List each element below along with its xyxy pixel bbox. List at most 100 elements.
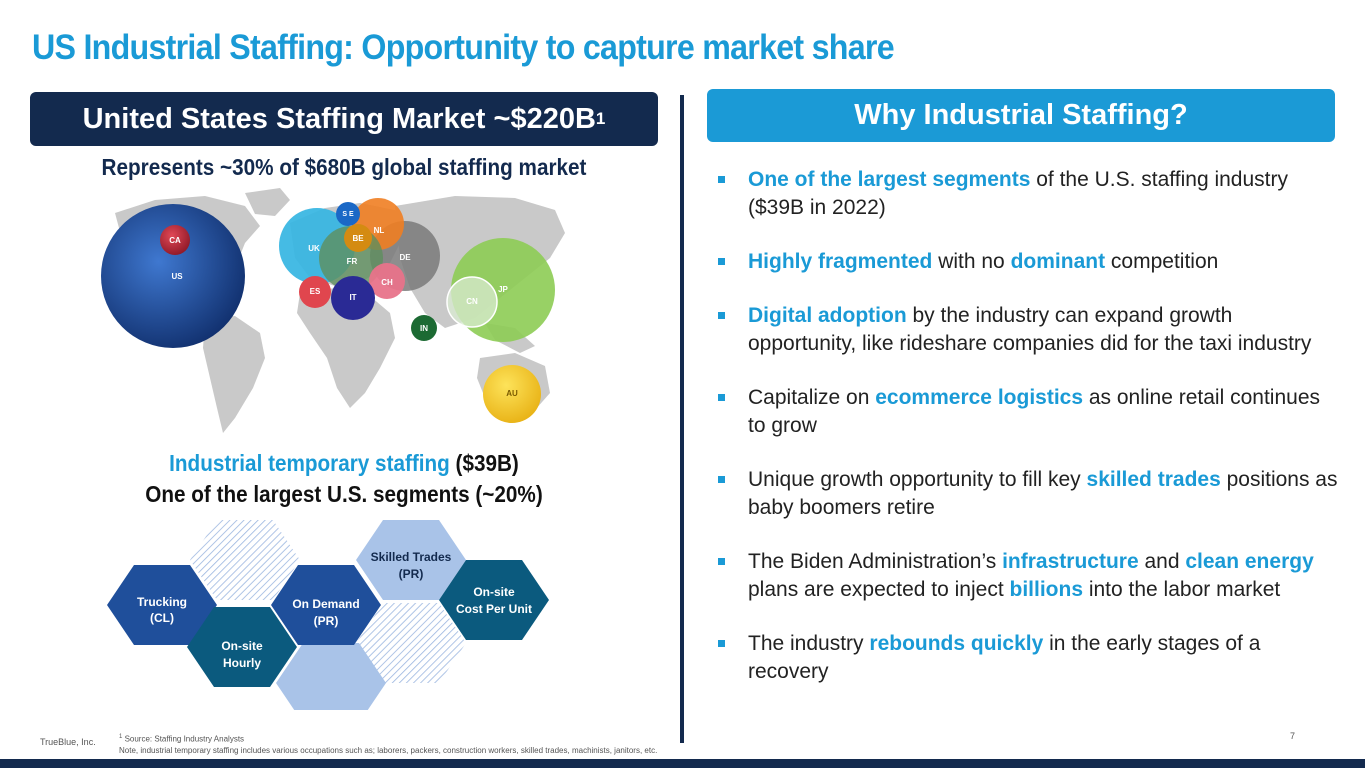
bubble-ca (160, 225, 190, 255)
bullet-highlight: clean energy (1185, 550, 1314, 573)
onsite-cpu-label-1: On-site (473, 585, 515, 599)
world-map: CA US UK S E NL BE DE FR CH ES IT JP CN … (101, 188, 565, 433)
bubble-labels: CA US UK S E NL BE DE FR CH ES IT JP CN … (169, 211, 518, 398)
bullet-square-icon (718, 394, 725, 401)
column-divider (680, 95, 684, 743)
bubble-cn (446, 276, 498, 328)
label-de: DE (399, 253, 411, 262)
label-au: AU (506, 389, 518, 398)
bullet-text: positions as baby boomers retire (748, 468, 1338, 519)
south-america-shape (203, 316, 265, 433)
on-demand-label-1: On Demand (292, 597, 359, 611)
light-hex-bottom (276, 643, 386, 710)
label-ch: CH (381, 278, 393, 287)
bullet-item: One of the largest segments of the U.S. … (718, 166, 1338, 222)
us-staffing-market-header: United States Staffing Market ~$220B 1 (30, 92, 658, 146)
label-us: US (171, 272, 183, 281)
bullet-square-icon (718, 258, 725, 265)
hex-skilled-trades (356, 520, 466, 600)
bullet-square-icon (718, 176, 725, 183)
bullet-text: Unique growth opportunity to fill key (748, 468, 1087, 491)
bubble-es (299, 276, 331, 308)
bubble-in (411, 315, 437, 341)
label-in: IN (420, 324, 428, 333)
bullet-highlight: Digital adoption (748, 304, 907, 327)
trucking-label-1: Trucking (137, 595, 187, 609)
bullet-highlight: billions (1009, 578, 1084, 601)
bullet-square-icon (718, 312, 725, 319)
label-es: ES (310, 287, 321, 296)
bullet-square-icon (718, 558, 725, 565)
bullet-text: plans are expected to inject (748, 578, 1010, 601)
bullet-item: Highly fragmented with no dominant compe… (718, 248, 1338, 276)
bullet-item: The industry rebounds quickly in the ear… (718, 630, 1338, 686)
bubble-us (101, 204, 245, 348)
onsite-hourly-label-2: Hourly (223, 656, 261, 670)
bottom-bar (0, 759, 1365, 768)
footnote-source: Source: Staffing Industry Analysts (122, 734, 245, 744)
label-nl: NL (374, 226, 385, 235)
bullet-text: The industry (748, 632, 870, 655)
hex-trucking (107, 565, 217, 645)
bullet-text: The Biden Administration’s (748, 550, 1003, 573)
label-ca: CA (169, 236, 181, 245)
label-fr: FR (347, 257, 358, 266)
footnote-marker: 1 (595, 109, 606, 128)
bullet-text: by the industry can expand growth opport… (748, 304, 1312, 355)
skilled-trades-label-1: Skilled Trades (371, 550, 452, 564)
onsite-cpu-label-2: Cost Per Unit (456, 602, 532, 616)
segment-share: One of the largest U.S. segments (~20%) (145, 481, 543, 507)
footnote: 1 Source: Staffing Industry Analysts Not… (119, 732, 657, 756)
label-se: S E (342, 211, 354, 218)
bullet-highlight: Highly fragmented (748, 250, 933, 273)
bullet-highlight: ecommerce logistics (875, 386, 1084, 409)
bullet-highlight: rebounds quickly (869, 632, 1044, 655)
map-bubbles (101, 198, 555, 423)
bullet-text: and (1138, 550, 1186, 573)
why-industrial-header: Why Industrial Staffing? (707, 89, 1335, 142)
bullet-item: Capitalize on ecommerce logistics as onl… (718, 384, 1338, 440)
bullet-text: competition (1105, 250, 1219, 273)
bubble-au (483, 365, 541, 423)
hex-onsite-cpu (439, 560, 549, 640)
company-name: TrueBlue, Inc. (40, 737, 96, 747)
label-it: IT (349, 293, 356, 302)
bullet-square-icon (718, 476, 725, 483)
segment-value: ($39B) (449, 450, 519, 476)
slide-title: US Industrial Staffing: Opportunity to c… (32, 28, 895, 67)
hatched-hex-bottom (356, 603, 466, 683)
bullet-text: in the early stages of a recovery (748, 632, 1261, 683)
bubble-ch (369, 263, 405, 299)
bullet-highlight: skilled trades (1086, 468, 1221, 491)
bullet-highlight: One of the largest segments (748, 168, 1031, 191)
greenland-shape (245, 188, 290, 216)
bullet-highlight: dominant (1010, 250, 1106, 273)
bullet-text: with no (932, 250, 1011, 273)
label-uk: UK (308, 244, 320, 253)
on-demand-label-2: (PR) (314, 614, 339, 628)
us-staffing-market-text: United States Staffing Market ~$220B (82, 102, 596, 135)
skilled-trades-label-2: (PR) (399, 567, 424, 581)
label-jp: JP (498, 285, 508, 294)
industrial-segment-caption: Industrial temporary staffing ($39B) One… (61, 448, 626, 510)
label-cn: CN (466, 297, 478, 306)
why-industrial-bullets: One of the largest segments of the U.S. … (718, 166, 1338, 712)
industrial-segments-hexagons: Trucking (CL) On-site Hourly On Demand (… (107, 520, 549, 710)
page-number: 7 (1290, 731, 1296, 741)
label-be: BE (352, 234, 364, 243)
hex-onsite-hourly (187, 607, 297, 687)
bubble-se (336, 202, 360, 226)
bullet-item: The Biden Administration’s infrastructur… (718, 548, 1338, 604)
global-market-subtitle: Represents ~30% of $680B global staffing… (101, 154, 587, 180)
segment-name: Industrial temporary staffing (169, 450, 450, 476)
bullet-item: Unique growth opportunity to fill key sk… (718, 466, 1338, 522)
footnote-note: Note, industrial temporary staffing incl… (119, 745, 658, 755)
hatched-hex-top (190, 520, 300, 600)
bubble-it (331, 276, 375, 320)
bullet-text: Capitalize on (748, 386, 876, 409)
bullet-highlight: infrastructure (1002, 550, 1139, 573)
bullet-text: into the labor market (1083, 578, 1281, 601)
bullet-square-icon (718, 640, 725, 647)
bullet-item: Digital adoption by the industry can exp… (718, 302, 1338, 358)
trucking-label-2: (CL) (150, 611, 174, 625)
